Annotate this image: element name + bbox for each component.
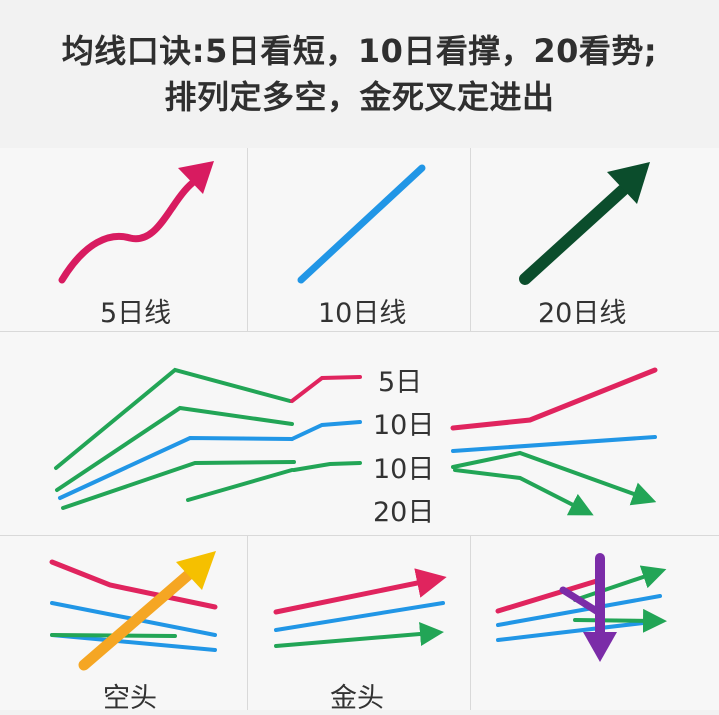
- mid-ma-lines: [290, 375, 362, 472]
- label-5day-line: 5日线: [100, 298, 172, 329]
- title-line-2: 排列定多空，金死叉定进出: [164, 78, 555, 116]
- label-5day: 5日: [378, 367, 423, 398]
- label-10day-b: 10日: [373, 454, 435, 485]
- cross-ma-lines: [495, 565, 667, 642]
- straight-line-icon: [297, 164, 426, 284]
- right-ma-lines: [450, 367, 658, 516]
- yellow-up-arrow-icon: [78, 551, 216, 671]
- big-arrow-icon: [519, 162, 650, 285]
- label-20day-line: 20日线: [538, 298, 627, 329]
- left-ma-lines: [54, 367, 296, 510]
- label-bullish: 金头: [330, 683, 384, 714]
- purple-down-arrow-icon: [559, 553, 617, 662]
- page-title: 均线口诀:5日看短，10日看撑，20看势; 排列定多空，金死叉定进出: [0, 28, 719, 120]
- label-10day-line: 10日线: [318, 298, 407, 329]
- label-20day: 20日: [373, 497, 435, 528]
- title-line-1: 均线口诀:5日看短，10日看撑，20看势;: [61, 32, 658, 70]
- three-arrows-icon: [273, 568, 447, 648]
- panel-10day-line: [248, 148, 471, 332]
- label-10day-a: 10日: [373, 410, 435, 441]
- panel-ma-arrangement: [0, 332, 719, 536]
- panel-20day-line: [471, 148, 719, 332]
- label-bearish: 空头: [103, 683, 157, 714]
- wavy-arrow-icon: [58, 161, 214, 284]
